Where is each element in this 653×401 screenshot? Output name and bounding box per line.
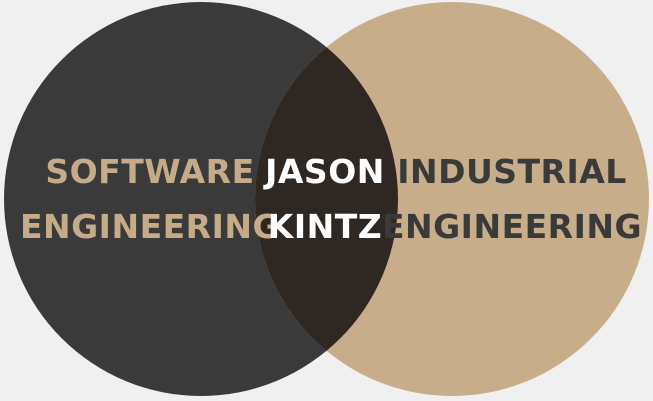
left-label-line2: ENGINEERING [20,207,280,246]
intersection-label-line2: KINTZ [268,207,382,246]
right-label-line1: INDUSTRIAL [397,152,627,191]
right-label-line2: ENGINEERING [382,207,642,246]
intersection-label-line1: JASON [263,152,385,191]
intersection-region [255,2,398,396]
left-label-line1: SOFTWARE [45,152,254,191]
